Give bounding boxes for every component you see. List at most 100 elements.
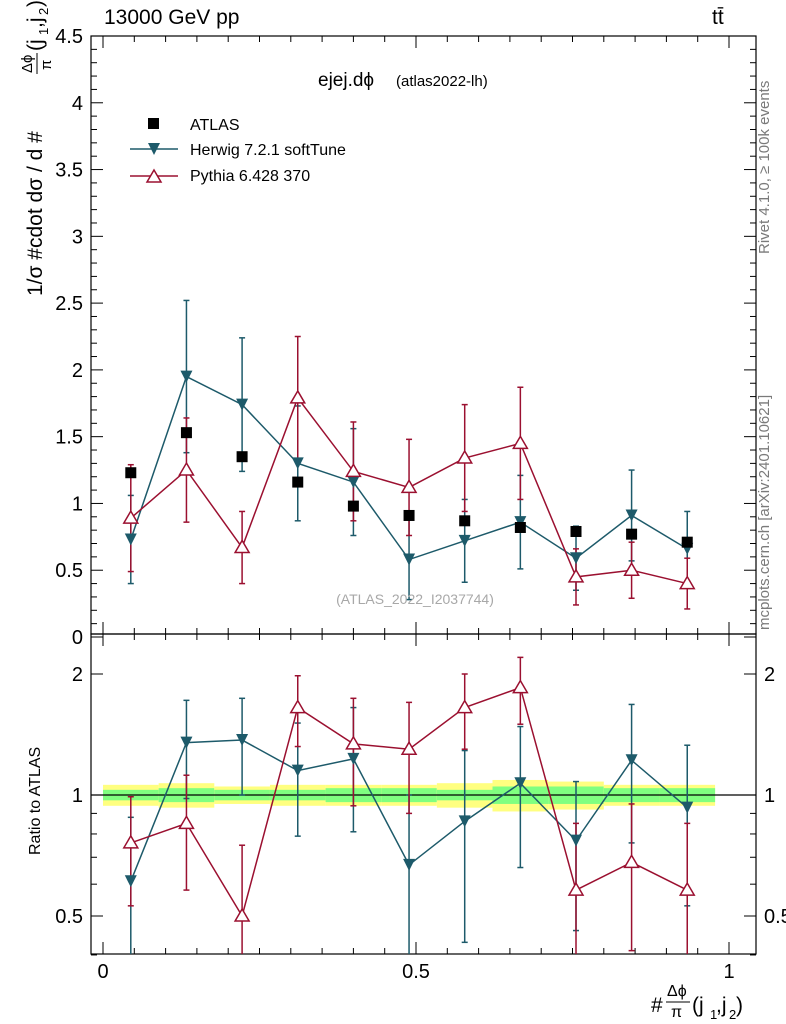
herwig-point — [347, 476, 360, 489]
xlabel-args-j: (j — [692, 994, 704, 1017]
ratio-ytick-label-left: 1 — [72, 785, 83, 807]
atlas-point — [459, 515, 471, 527]
atlas-point — [626, 528, 638, 540]
xlabel-sub-1: 1 — [710, 1007, 717, 1022]
main-ytick-label: 4 — [72, 93, 83, 115]
ratio-pythia-point — [233, 907, 251, 922]
pythia-point — [456, 449, 474, 464]
ratio-herwig-point — [180, 736, 193, 749]
main-ytick-label: 2.5 — [55, 293, 83, 315]
ratio-pythia-point — [289, 699, 307, 714]
ratio-herwig-point — [403, 858, 416, 871]
ratio-ytick-label-left: 2 — [72, 664, 83, 686]
analysis-watermark: (ATLAS_2022_I2037744) — [336, 591, 494, 607]
pythia-point — [178, 461, 195, 476]
ylabel-args-comma: ,j — [24, 18, 47, 29]
xlabel-args-comma: ,j — [716, 994, 727, 1017]
ratio-herwig-point — [681, 801, 694, 814]
ratio-panel-frame — [90, 633, 757, 955]
ratio-pythia-point — [345, 735, 362, 750]
ratio-ytick-label-right: 2 — [764, 664, 775, 686]
herwig-point — [124, 533, 137, 546]
herwig-point — [458, 534, 471, 547]
main-ytick-label: 0.5 — [55, 560, 83, 582]
pythia-point — [122, 509, 140, 524]
pythia-point — [512, 434, 529, 450]
main-ytick-label: 3 — [72, 226, 83, 248]
herwig-point — [625, 509, 638, 522]
ratio-xtick-label: 1 — [723, 961, 734, 983]
legend-marker-pythia — [145, 168, 163, 183]
ratio-y-axis-label: Ratio to ATLAS — [27, 747, 44, 855]
ylabel-sub-1: 1 — [36, 28, 51, 35]
atlas-point — [347, 500, 359, 512]
ratio-pythia-point — [567, 881, 585, 896]
ratio-pythia-point — [456, 699, 474, 714]
ratio-ytick-label-right: 0.5 — [764, 906, 786, 928]
legend-label-atlas: ATLAS — [190, 117, 240, 134]
ratio-herwig-point — [458, 815, 471, 828]
ylabel-sub-2: 2 — [36, 8, 51, 15]
legend-marker-atlas — [148, 118, 159, 129]
xlabel-sub-2: 2 — [729, 1007, 736, 1022]
ratio-herwig-point — [514, 777, 527, 790]
atlas-point — [292, 476, 304, 488]
pythia-point — [623, 561, 640, 576]
herwig-point — [291, 457, 304, 470]
ylabel-frac-num: Δϕ — [19, 55, 36, 73]
atlas-point — [570, 525, 582, 537]
ratio-series — [122, 656, 696, 954]
pythia-point — [400, 478, 418, 494]
x-axis-label: # Δϕ π (j 1 ,j 2 ) — [651, 983, 743, 1022]
ratio-pythia-point — [122, 834, 140, 849]
herwig-point — [236, 398, 249, 411]
ratio-herwig-point — [347, 752, 360, 765]
ratio-pythia-point — [623, 853, 640, 869]
main-ytick-label: 2 — [72, 360, 83, 382]
main-ytick-label: 1.5 — [55, 427, 83, 449]
legend-label-herwig: Herwig 7.2.1 softTune — [190, 142, 346, 159]
main-ytick-label: 3.5 — [55, 160, 83, 182]
ratio-herwig-point — [570, 834, 583, 847]
atlas-point — [403, 509, 415, 521]
xlabel-frac-den: π — [671, 1004, 682, 1021]
ylabel-args-j: (j — [24, 39, 47, 51]
ratio-pythia-point — [512, 679, 529, 694]
plot-title: ejej.dϕ — [318, 70, 374, 91]
ylabel-frac-den: π — [38, 60, 55, 70]
main-y-axis-label: 1/σ #cdot dσ / d # Δϕ π (j 1 ,j 2 ) — [19, 0, 55, 296]
plot-subtitle: (atlas2022-lh) — [396, 73, 488, 90]
pythia-point — [678, 575, 696, 590]
xlabel-frac-num: Δϕ — [667, 983, 687, 1000]
pythia-point — [345, 462, 362, 478]
ratio-herwig-point — [236, 734, 249, 747]
ratio-ytick-label-left: 0.5 — [55, 906, 83, 928]
herwig-point — [570, 552, 583, 565]
ylabel-args-close: ) — [24, 0, 47, 7]
pythia-point — [289, 389, 307, 404]
main-series — [122, 299, 696, 610]
ratio-xtick-label: 0 — [97, 961, 108, 983]
atlas-point — [125, 467, 137, 479]
ratio-pythia-point — [178, 814, 195, 830]
process-label: tt̄ — [712, 6, 724, 29]
legend-marker-herwig — [148, 143, 160, 155]
ratio-axes: 0.5 0.5 1 1 2 2 0 0.5 1 — [55, 634, 786, 983]
ratio-ytick-label-right: 1 — [764, 785, 775, 807]
ratio-herwig-point — [291, 764, 304, 777]
legend: ATLAS Herwig 7.2.1 softTune Pythia 6.428… — [130, 117, 346, 185]
legend-label-pythia: Pythia 6.428 370 — [190, 168, 310, 185]
ratio-xtick-label: 0.5 — [402, 961, 430, 983]
ratio-pythia-point — [400, 740, 418, 755]
main-axes: 0 0.5 1 1.5 2 2.5 3 3.5 4 4.5 — [55, 26, 756, 649]
xlabel-hash: # — [651, 994, 663, 1017]
pythia-point — [233, 539, 251, 554]
herwig-point — [180, 370, 193, 383]
xlabel-args-close: ) — [736, 994, 743, 1017]
pythia-point — [567, 568, 585, 583]
energy-label: 13000 GeV pp — [104, 6, 240, 29]
ratio-herwig-point — [124, 875, 137, 888]
ratio-pythia-point — [678, 881, 696, 896]
atlas-point — [514, 521, 526, 533]
